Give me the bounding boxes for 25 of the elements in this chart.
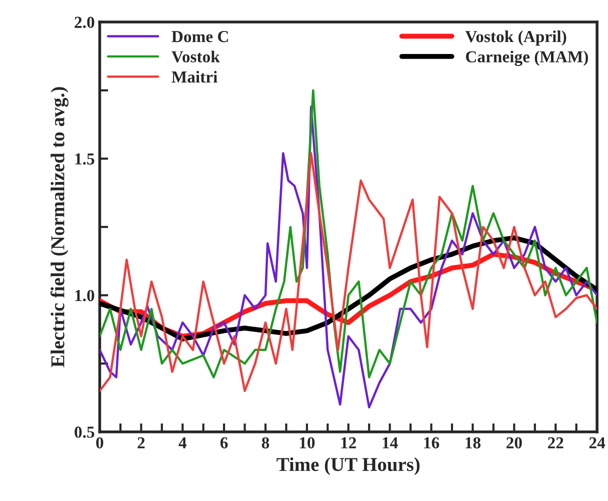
x-tick-label: 2 [138,437,145,448]
legend-label: Vostok [172,50,220,63]
x-tick-label: 10 [300,437,315,448]
x-tick-label: 4 [178,437,186,448]
line-series [100,152,598,392]
x-tick-label: 6 [220,437,228,448]
x-tick-label: 16 [424,437,440,448]
y-tick-label: 1.0 [75,290,94,302]
x-tick-label: 20 [506,437,522,448]
x-tick-label: 24 [589,437,606,448]
x-tick-label: 8 [262,437,270,448]
y-tick-label: 1.5 [75,153,94,165]
y-tick-label: 0.5 [74,426,94,438]
x-tick-label: 0 [96,437,104,448]
legend-label: Maitri [172,70,218,83]
x-tick-label: 18 [466,437,480,448]
x-tick-label: 12 [341,437,356,448]
x-tick-label: 22 [548,437,564,448]
legend-label: Vostok (April) [465,30,566,46]
y-tick-label: 2.0 [74,16,94,28]
y-axis-title: Electric field (Normalized to avg.) [50,87,68,368]
x-axis-title: Time (UT Hours) [276,457,420,476]
legend-label: Carneige (MAM) [466,50,588,66]
x-tick-label: 14 [382,437,398,448]
legend-label: Dome C [172,31,228,42]
